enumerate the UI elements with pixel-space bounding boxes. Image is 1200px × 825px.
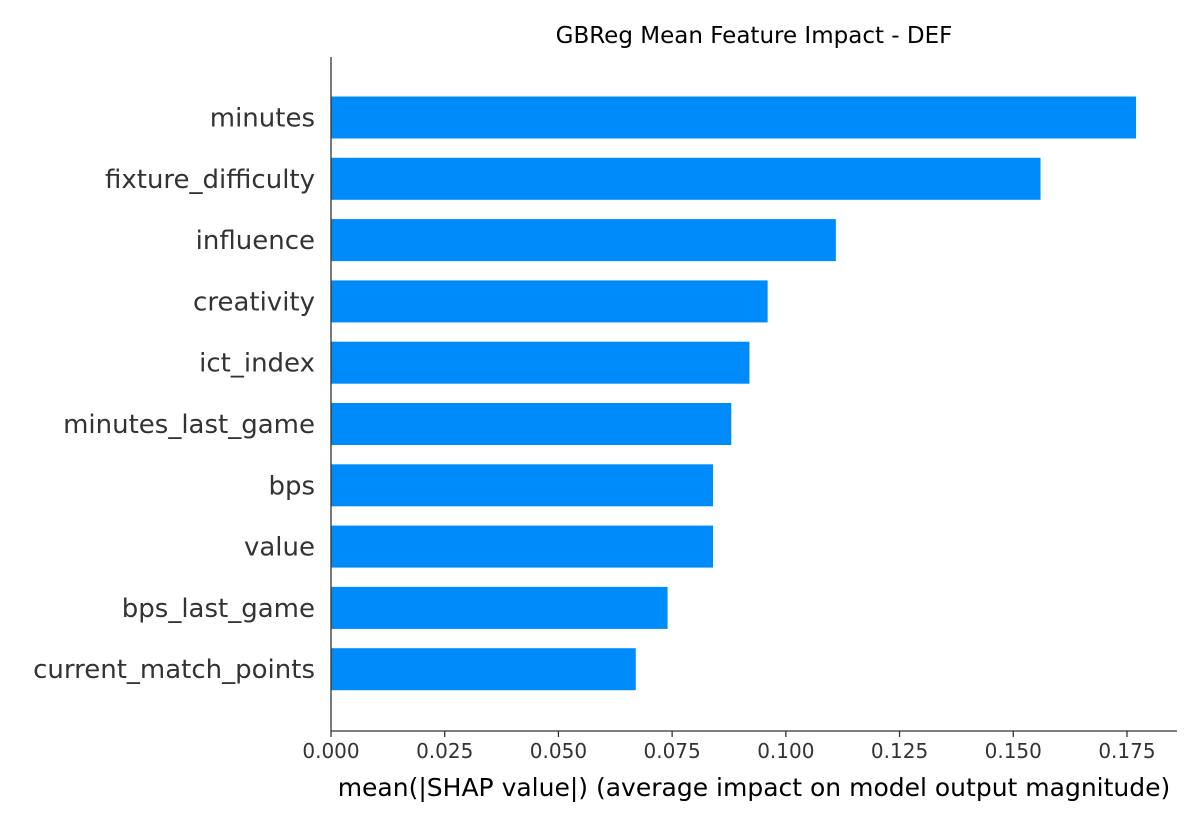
y-tick-label: minutes_last_game <box>63 410 315 440</box>
x-tick-label: 0.000 <box>302 739 359 763</box>
x-tick-label: 0.150 <box>985 739 1042 763</box>
x-tick-label: 0.175 <box>1098 739 1155 763</box>
y-tick-label: bps_last_game <box>122 594 315 624</box>
y-tick-label: fixture_difficulty <box>105 165 315 195</box>
bar-bps-last-game <box>331 586 668 629</box>
bar-minutes <box>331 96 1137 139</box>
x-tick-label: 0.050 <box>530 739 587 763</box>
x-ticks: 0.000 0.025 0.050 0.075 0.100 0.125 0.150 0.175 <box>302 731 1156 763</box>
chart-title: GBReg Mean Feature Impact - DEF <box>556 23 953 49</box>
bar-influence <box>331 219 836 262</box>
bar-creativity <box>331 280 768 323</box>
x-axis-label: mean(|SHAP value|) (average impact on mo… <box>338 773 1171 802</box>
bar-fixture-difficulty <box>331 157 1041 200</box>
y-tick-label: creativity <box>193 287 315 317</box>
y-tick-label: influence <box>196 226 315 256</box>
x-tick-label: 0.075 <box>643 739 700 763</box>
x-tick-label: 0.125 <box>871 739 928 763</box>
bar-minutes-last-game <box>331 403 732 445</box>
bar-ict-index <box>331 341 750 384</box>
bar-bps <box>331 464 714 507</box>
y-tick-labels: minutes fixture_difficulty influence creati… <box>33 104 315 686</box>
y-tick-label: value <box>244 533 315 563</box>
bars-group <box>331 96 1137 691</box>
y-tick-label: minutes <box>210 104 315 134</box>
bar-current-match-points <box>331 648 636 691</box>
x-tick-label: 0.025 <box>416 739 473 763</box>
y-tick-label: ict_index <box>199 349 315 379</box>
y-tick-label: bps <box>268 471 315 501</box>
x-tick-label: 0.100 <box>757 739 814 763</box>
y-tick-label: current_match_points <box>33 655 315 685</box>
bar-value <box>331 525 714 568</box>
